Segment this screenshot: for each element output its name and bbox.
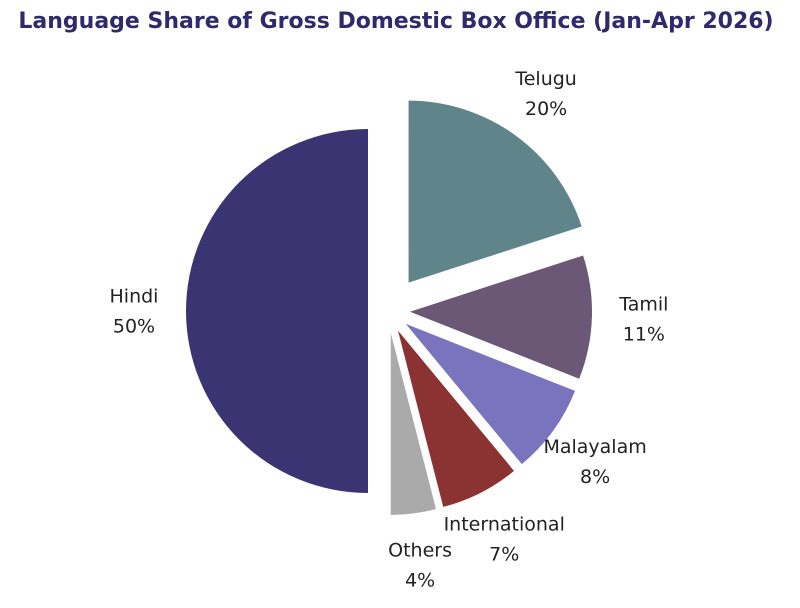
slice-label: International (444, 514, 565, 536)
slice-label: Hindi (110, 286, 159, 308)
pie-slice (409, 255, 592, 379)
slice-label: Others (388, 539, 452, 561)
value-label: 4% (405, 569, 435, 591)
chart-title: Language Share of Gross Domestic Box Off… (18, 9, 773, 34)
value-label: 7% (489, 544, 519, 566)
pie-slice (186, 129, 368, 493)
pie-slice (408, 100, 582, 283)
slice-label: Malayalam (543, 436, 646, 458)
value-label: 50% (113, 316, 155, 338)
pie-slice (390, 332, 437, 515)
value-label: 11% (623, 324, 665, 346)
slice-label: Telugu (514, 68, 577, 90)
pie-slice (405, 323, 576, 465)
value-label: 8% (580, 466, 610, 488)
slice-label: Tamil (618, 294, 668, 316)
value-label: 20% (525, 98, 567, 120)
pie-slice (397, 330, 514, 507)
